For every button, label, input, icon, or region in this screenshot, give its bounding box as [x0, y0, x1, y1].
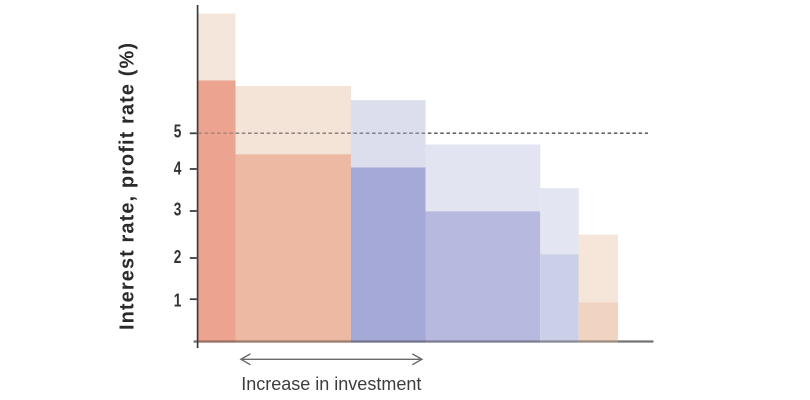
profit-bar-boost-5	[540, 188, 579, 255]
profit-bar-boost-4	[425, 144, 541, 212]
increase-arrow-right-head	[412, 353, 424, 366]
y-axis-title: Interest rate, profit rate (%)	[117, 43, 139, 330]
profit-bar-base-5	[540, 254, 579, 343]
y-tick-label-2: 2	[174, 247, 182, 267]
profit-bar-base-1	[198, 80, 236, 343]
y-tick-label-5: 5	[174, 121, 182, 141]
increase-arrow-left-head	[239, 353, 251, 366]
y-tick-label-1: 1	[174, 291, 182, 311]
profit-bar-base-4	[425, 211, 541, 343]
y-tick-label-3: 3	[174, 199, 182, 219]
increase-in-investment-label: Increase in investment	[241, 374, 421, 394]
profit-bar-base-3	[351, 167, 426, 343]
y-tick-label-4: 4	[174, 159, 182, 179]
profit-bar-boost-6	[578, 234, 618, 303]
profit-bar-base-6	[578, 302, 618, 343]
profit-bar-boost-3	[351, 100, 426, 168]
profit-bar-boost-1	[198, 13, 236, 81]
profit-bar-base-2	[235, 154, 351, 343]
profit-bar-boost-2	[235, 86, 351, 155]
